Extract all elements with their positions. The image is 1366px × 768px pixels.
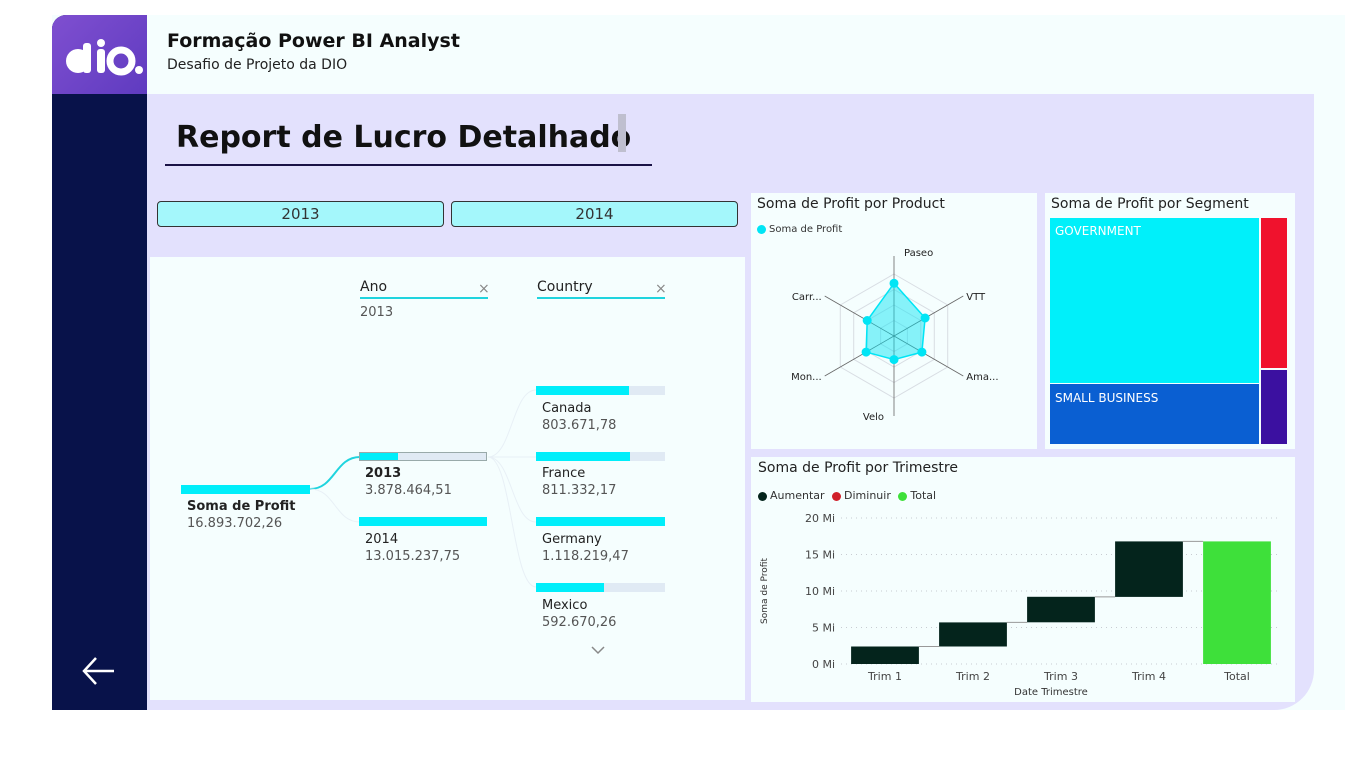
- decomp-connectors: [309, 389, 537, 588]
- waterfall-ylabel: Soma de Profit: [760, 558, 770, 624]
- country-label: Canada: [542, 401, 592, 416]
- level-selected-ano: 2013: [360, 305, 394, 320]
- waterfall-plot[interactable]: 0 Mi 5 Mi 10 Mi 15 Mi 20 Mi Soma de Profit Dat…: [751, 457, 1295, 702]
- chevron-down-icon[interactable]: [590, 645, 606, 655]
- close-icon[interactable]: ×: [478, 281, 490, 297]
- year-value-2014: 13.015.237,75: [365, 549, 461, 564]
- radar-point: [861, 347, 871, 357]
- year-button-2013[interactable]: 2013: [157, 201, 444, 227]
- waterfall-bar: [1203, 541, 1271, 664]
- waterfall-bar: [939, 622, 1007, 647]
- arrow-left-icon[interactable]: [76, 651, 124, 691]
- waterfall-xtick: Trim 3: [1043, 670, 1078, 683]
- year-label-2013: 2013: [365, 466, 402, 481]
- radar-point: [862, 316, 872, 325]
- country-label: Mexico: [542, 598, 588, 613]
- radar-title: Soma de Profit por Product: [757, 196, 945, 212]
- title-underline: [165, 164, 652, 166]
- treemap-title: Soma de Profit por Segment: [1051, 196, 1249, 212]
- radar-category-label: Ama...: [966, 372, 998, 383]
- radar-axis-leader: [824, 366, 841, 377]
- waterfall-ytick: 15 Mi: [805, 549, 835, 562]
- waterfall-ytick: 20 Mi: [805, 512, 835, 525]
- year-bar-2013[interactable]: [359, 452, 487, 461]
- waterfall-legend: Aumentar Diminuir Total: [758, 489, 936, 502]
- waterfall-ytick: 10 Mi: [805, 585, 835, 598]
- radar-axis-leader: [824, 295, 841, 306]
- root-value: 16.893.702,26: [187, 516, 283, 531]
- waterfall-bar: [1027, 596, 1095, 623]
- radar-axis-leader: [947, 295, 964, 306]
- waterfall-title: Soma de Profit por Trimestre: [758, 460, 958, 476]
- radar-point: [917, 347, 927, 357]
- waterfall-xtick: Trim 1: [867, 670, 902, 683]
- country-value: 1.118.219,47: [542, 549, 629, 564]
- treemap-tile-red[interactable]: [1261, 218, 1287, 368]
- waterfall-xtick: Total: [1223, 670, 1250, 683]
- radar-chart-panel: Soma de Profit por Product Soma de Profi…: [751, 193, 1037, 449]
- radar-axis: [893, 304, 948, 337]
- waterfall-ytick: 5 Mi: [812, 622, 835, 635]
- radar-category-label: VTT: [966, 292, 986, 303]
- country-bar-mexico[interactable]: [536, 583, 665, 592]
- waterfall-xtick: Trim 4: [1131, 670, 1166, 683]
- treemap-tile-purple[interactable]: [1261, 370, 1287, 444]
- treemap-tile-government[interactable]: GOVERNMENT: [1050, 218, 1259, 383]
- radar-plot[interactable]: Paseo VTT Ama... Velo Mon... Carr...: [751, 193, 1037, 449]
- country-value: 803.671,78: [542, 418, 617, 433]
- header-title: Formação Power BI Analyst: [167, 30, 460, 52]
- decomposition-tree[interactable]: Ano × 2013 Country × Soma de Profit 16.8…: [150, 257, 745, 700]
- country-label: France: [542, 466, 586, 481]
- year-bar-2014[interactable]: [359, 517, 487, 526]
- close-icon[interactable]: ×: [655, 281, 667, 297]
- waterfall-bar: [1115, 541, 1183, 597]
- waterfall-ytick: 0 Mi: [812, 658, 835, 671]
- country-label: Germany: [542, 532, 602, 547]
- year-button-2014[interactable]: 2014: [451, 201, 738, 227]
- radar-point: [920, 313, 930, 323]
- radar-category-label: Velo: [863, 412, 884, 423]
- waterfall-xlabel: Date Trimestre: [1014, 687, 1088, 698]
- country-bar-germany[interactable]: [536, 517, 665, 526]
- radar-category-label: Mon...: [791, 372, 822, 383]
- level-header-country: Country: [537, 279, 593, 295]
- report-title: Report de Lucro Detalhado: [176, 120, 632, 155]
- waterfall-bar: [851, 646, 919, 664]
- treemap-tile-small-business[interactable]: SMALL BUSINESS: [1050, 384, 1259, 444]
- treemap-panel: Soma de Profit por Segment GOVERNMENT SM…: [1045, 193, 1295, 449]
- radar-category-label: Carr...: [792, 292, 822, 303]
- header-subtitle: Desafio de Projeto da DIO: [167, 57, 348, 73]
- root-bar[interactable]: [181, 485, 310, 494]
- country-value: 811.332,17: [542, 483, 617, 498]
- year-value-2013: 3.878.464,51: [365, 483, 452, 498]
- radar-point: [889, 278, 899, 288]
- level-header-line: [537, 297, 665, 299]
- sidebar: [52, 15, 147, 710]
- year-label-2014: 2014: [365, 532, 399, 547]
- waterfall-xtick: Trim 2: [955, 670, 990, 683]
- root-label: Soma de Profit: [187, 499, 296, 514]
- level-header-ano: Ano: [360, 279, 388, 295]
- country-bar-france[interactable]: [536, 452, 665, 461]
- dio-logo-icon: [52, 15, 147, 94]
- radar-axis-leader: [947, 366, 964, 377]
- country-bar-canada[interactable]: [536, 386, 665, 395]
- level-header-line: [360, 297, 488, 299]
- radar-legend: Soma de Profit: [757, 224, 842, 235]
- radar-point: [889, 355, 899, 365]
- waterfall-chart-panel: Soma de Profit por Trimestre Aumentar Di…: [751, 457, 1295, 702]
- title-accent-bar: [618, 114, 626, 152]
- radar-series-area: [865, 282, 926, 361]
- country-value: 592.670,26: [542, 615, 617, 630]
- radar-category-label: Paseo: [904, 248, 933, 259]
